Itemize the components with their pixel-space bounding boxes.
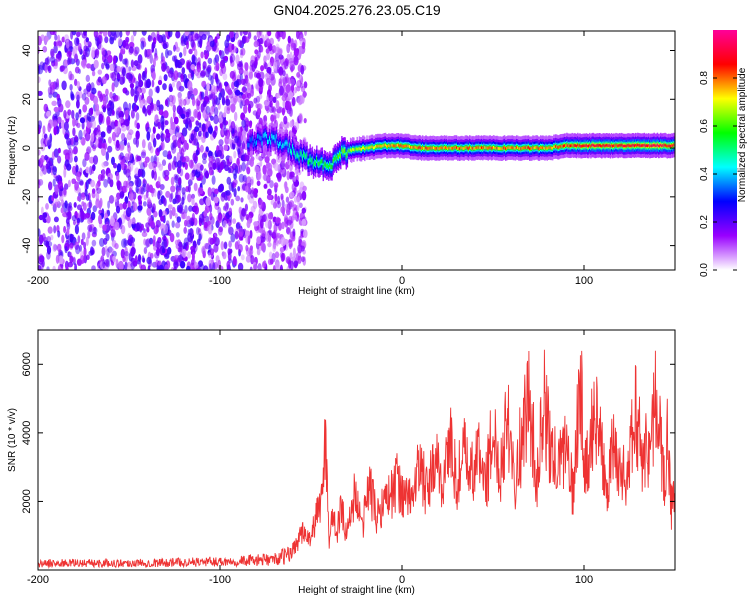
colorbar-tick-label: 0.6 — [699, 119, 710, 133]
snr-frame — [37, 329, 676, 571]
x-axis-label: Height of straight line (km) — [298, 585, 415, 596]
colorbar-tick-label: 0.4 — [699, 167, 710, 181]
colorbar: 0.0 0.2 0.4 0.6 0.8 Normalized spectral ampli… — [699, 30, 748, 277]
y-tick-label: -40 — [21, 238, 33, 254]
noise-speckle — [38, 31, 308, 270]
y-tick-label: -20 — [21, 189, 33, 205]
x-tick-label: -100 — [209, 275, 231, 287]
snr-panel: -200 -100 0 100 2000 4000 6000 Height of straig… — [7, 329, 676, 596]
y-tick-label: 6000 — [21, 352, 33, 376]
colorbar-tick-label: 0.0 — [699, 263, 710, 277]
y-tick-label: 4000 — [21, 421, 33, 445]
y-tick-label: 20 — [21, 93, 33, 105]
y-axis-label: SNR (10 * v/v) — [7, 408, 18, 472]
colorbar-gradient — [713, 30, 737, 270]
y-tick-label: 2000 — [21, 489, 33, 513]
heatmap-frame — [37, 30, 676, 271]
chart-title: GN04.2025.276.23.05.C19 — [273, 2, 441, 18]
x-tick-label: 100 — [575, 574, 593, 586]
snr-series-line — [38, 349, 675, 570]
colorbar-tick-label: 0.2 — [699, 215, 710, 229]
signal-ridge — [247, 120, 675, 182]
colorbar-label: Normalized spectral amplitude — [737, 67, 748, 202]
x-tick-label: -100 — [209, 574, 231, 586]
x-tick-label: 100 — [575, 275, 593, 287]
x-tick-label: 0 — [399, 574, 405, 586]
x-axis-label: Height of straight line (km) — [298, 286, 415, 297]
colorbar-tick-label: 0.8 — [699, 71, 710, 85]
x-tick-label: 0 — [399, 275, 405, 287]
x-tick-label: -200 — [27, 275, 49, 287]
y-axis-label: Frequency (Hz) — [7, 116, 18, 185]
y-tick-label: 40 — [21, 44, 33, 56]
x-tick-label: -200 — [27, 574, 49, 586]
y-tick-label: 0 — [21, 145, 33, 151]
